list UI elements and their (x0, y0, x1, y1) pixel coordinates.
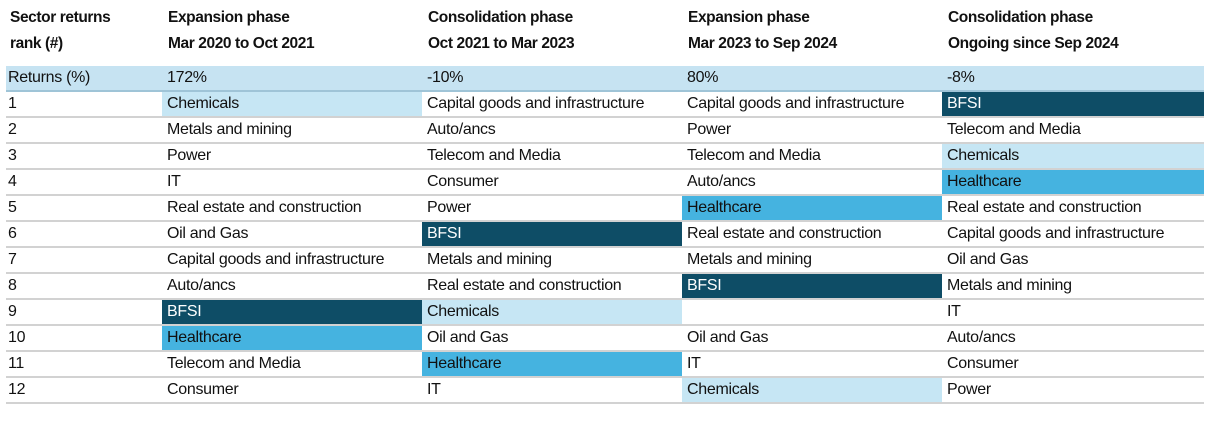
table-row: 2 Metals and mining Auto/ancs Power Telecom … (6, 118, 1204, 144)
table-row: 10 Healthcare Oil and Gas Oil and Gas Auto/a… (6, 326, 1204, 352)
sector-cell: Power (167, 147, 211, 164)
rank-number: 8 (8, 277, 17, 294)
sector-cell: BFSI (422, 222, 682, 246)
rank-number: 4 (8, 173, 17, 190)
phase-header-2: Consolidation phase Oct 2021 to Mar 2023 (428, 5, 575, 57)
returns-row: Returns (%) 172% -10% 80% -8% (6, 66, 1204, 92)
sector-cell: Telecom and Media (687, 147, 821, 164)
rank-number: 9 (8, 303, 17, 320)
returns-value: -10% (427, 69, 464, 86)
table-header: Sector returns rank (#) Expansion phase … (6, 0, 1204, 66)
phase-name: Expansion phase (168, 9, 290, 26)
sector-cell: Power (427, 199, 471, 216)
sector-cell: Metals and mining (947, 277, 1072, 294)
rank-number: 10 (8, 329, 26, 346)
sector-cell: Healthcare (682, 196, 942, 220)
sector-cell: Oil and Gas (947, 251, 1029, 268)
sector-cell: Chemicals (682, 378, 942, 402)
table-row: 4 IT Consumer Auto/ancs Healthcare (6, 170, 1204, 196)
phase-name: Consolidation phase (948, 9, 1093, 26)
sector-cell: BFSI (942, 92, 1204, 116)
phase-header-4: Consolidation phase Ongoing since Sep 20… (948, 5, 1119, 57)
phase-name: Expansion phase (688, 9, 810, 26)
sector-returns-table: Sector returns rank (#) Expansion phase … (6, 0, 1204, 404)
sector-cell: Auto/ancs (427, 121, 496, 138)
sector-cell: Real estate and construction (687, 225, 882, 242)
rank-number: 3 (8, 147, 17, 164)
sector-cell: Consumer (427, 173, 499, 190)
sector-cell: Chemicals (162, 92, 422, 116)
phase-header-3: Expansion phase Mar 2023 to Sep 2024 (688, 5, 837, 57)
sector-cell: Consumer (947, 355, 1019, 372)
sector-cell: Chemicals (422, 300, 682, 324)
returns-value: 80% (687, 69, 719, 86)
rank-number: 12 (8, 381, 26, 398)
sector-cell: Auto/ancs (687, 173, 756, 190)
sector-cell: Metals and mining (427, 251, 552, 268)
table-row: 5 Real estate and construction Power Health… (6, 196, 1204, 222)
phase-period: Ongoing since Sep 2024 (948, 35, 1119, 52)
sector-cell: IT (687, 355, 701, 372)
table-row: 1 Chemicals Capital goods and infrastructu… (6, 92, 1204, 118)
table-row: 8 Auto/ancs Real estate and construction BF… (6, 274, 1204, 300)
returns-value: -8% (947, 69, 975, 86)
sector-cell: Capital goods and infrastructure (947, 225, 1165, 242)
table-row: 3 Power Telecom and Media Telecom and Media… (6, 144, 1204, 170)
table-row: 9 BFSI Chemicals IT (6, 300, 1204, 326)
sector-cell: Healthcare (162, 326, 422, 350)
sector-cell: Capital goods and infrastructure (167, 251, 385, 268)
rank-number: 7 (8, 251, 17, 268)
sector-cell: Auto/ancs (167, 277, 236, 294)
phase-period: Oct 2021 to Mar 2023 (428, 35, 575, 52)
table-row: 12 Consumer IT Chemicals Power (6, 378, 1204, 404)
sector-cell: Metals and mining (167, 121, 292, 138)
sector-cell: BFSI (162, 300, 422, 324)
phase-name: Consolidation phase (428, 9, 573, 26)
sector-cell: Telecom and Media (947, 121, 1081, 138)
phase-period: Mar 2020 to Oct 2021 (168, 35, 315, 52)
sector-cell: Healthcare (422, 352, 682, 376)
rank-number: 5 (8, 199, 17, 216)
sector-cell: Capital goods and infrastructure (687, 95, 905, 112)
rank-column-header: Sector returns rank (#) (10, 9, 111, 52)
rank-number: 11 (8, 355, 25, 372)
sector-cell: Telecom and Media (427, 147, 561, 164)
sector-cell: Telecom and Media (167, 355, 301, 372)
sector-cell: Capital goods and infrastructure (427, 95, 645, 112)
sector-cell: Power (947, 381, 991, 398)
sector-cell: Healthcare (942, 170, 1204, 194)
rank-number: 6 (8, 225, 17, 242)
returns-label: Returns (%) (8, 69, 91, 86)
sector-cell: Real estate and construction (947, 199, 1142, 216)
sector-cell: Power (687, 121, 731, 138)
sector-cell (682, 300, 942, 324)
phase-period: Mar 2023 to Sep 2024 (688, 35, 837, 52)
sector-cell: Oil and Gas (687, 329, 769, 346)
sector-cell: Metals and mining (687, 251, 812, 268)
sector-cell: IT (947, 303, 961, 320)
rank-rows: 1 Chemicals Capital goods and infrastructu… (6, 92, 1204, 404)
sector-cell: Oil and Gas (167, 225, 249, 242)
rank-number: 1 (8, 95, 17, 112)
sector-cell: BFSI (682, 274, 942, 298)
sector-cell: IT (427, 381, 441, 398)
table-row: 6 Oil and Gas BFSI Real estate and construc… (6, 222, 1204, 248)
table-row: 11 Telecom and Media Healthcare IT Consumer (6, 352, 1204, 378)
phase-header-1: Expansion phase Mar 2020 to Oct 2021 (168, 5, 315, 57)
sector-cell: Auto/ancs (947, 329, 1016, 346)
sector-cell: Consumer (167, 381, 239, 398)
sector-cell: Real estate and construction (167, 199, 362, 216)
table-row: 7 Capital goods and infrastructure Metals … (6, 248, 1204, 274)
rank-number: 2 (8, 121, 17, 138)
sector-cell: Chemicals (942, 144, 1204, 168)
returns-value: 172% (167, 69, 207, 86)
sector-cell: IT (167, 173, 181, 190)
sector-cell: Real estate and construction (427, 277, 622, 294)
sector-cell: Oil and Gas (427, 329, 509, 346)
